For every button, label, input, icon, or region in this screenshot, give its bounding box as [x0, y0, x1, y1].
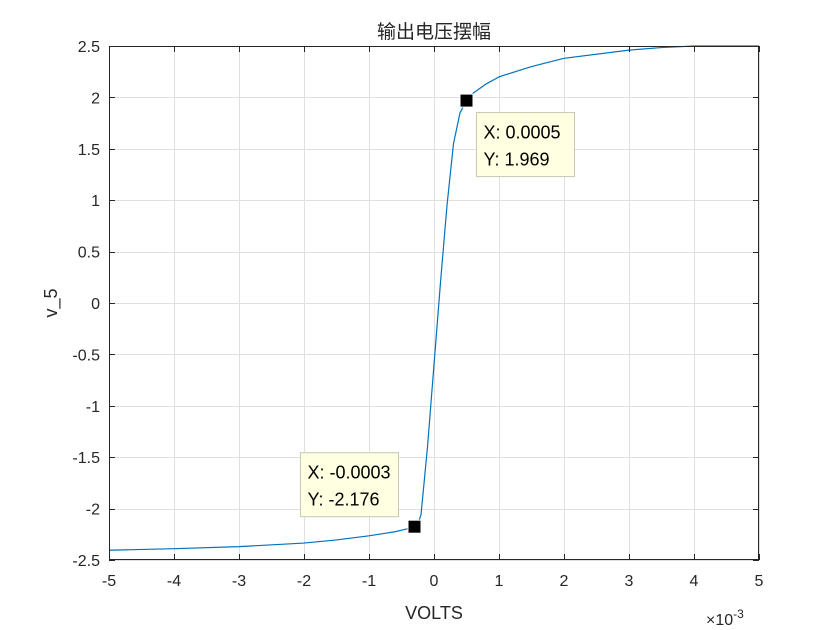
x-tick-label: -3	[232, 573, 246, 590]
x-tick-label: -4	[167, 573, 181, 590]
x-tick-label: 4	[690, 573, 699, 590]
x-axis-exponent: ×10-3	[706, 607, 744, 629]
y-tick-label: 2.5	[78, 39, 100, 56]
datatip-marker[interactable]	[407, 519, 422, 534]
datatip-x-label: X: 0.0005	[484, 123, 561, 143]
datatip-marker[interactable]	[459, 93, 474, 108]
x-tick-label: 3	[625, 573, 634, 590]
series-line	[108, 45, 759, 551]
series-layer	[108, 45, 759, 551]
x-exponent-base: 10	[715, 612, 733, 629]
x-tick-label: 2	[560, 573, 569, 590]
y-tick-label: 1	[91, 193, 100, 210]
datatip-x-label: X: -0.0003	[308, 463, 391, 483]
y-axis-label: v_5	[41, 288, 62, 317]
x-axis-label: VOLTS	[405, 603, 463, 623]
y-tick-label: -2	[86, 502, 100, 519]
datatip[interactable]: X: -0.0003 Y: -2.176	[300, 452, 422, 534]
x-tick-label: -5	[102, 573, 116, 590]
x-tick-label: -1	[362, 573, 376, 590]
x-exponent-power: -3	[733, 607, 744, 621]
grid-layer	[109, 46, 760, 561]
datatip-box	[300, 452, 399, 518]
y-tick-label: -1	[86, 399, 100, 416]
datatip-y-label: Y: -2.176	[308, 490, 380, 510]
datatip-box	[476, 112, 575, 178]
y-tick-label: 0.5	[78, 245, 100, 262]
y-tick-label: -2.5	[72, 553, 100, 570]
x-tick-label: -2	[297, 573, 311, 590]
y-tick-label: 2	[91, 90, 100, 107]
tick-layer: -5 -4 -3 -2 -1 0 1 2 3 4 5 -2.5 -2 -1.5 -1 -0.5 0 0.5 1 1.5…	[72, 39, 763, 590]
x-tick-label: 1	[495, 573, 504, 590]
y-tick-label: 0	[91, 296, 100, 313]
x-tick-label: 0	[430, 573, 439, 590]
y-tick-label: -0.5	[72, 347, 100, 364]
datatip[interactable]: X: 0.0005 Y: 1.969	[459, 93, 575, 178]
datatip-y-label: Y: 1.969	[484, 150, 550, 170]
chart-title: 输出电压摆幅	[377, 21, 491, 43]
y-tick-label: 1.5	[78, 142, 100, 159]
datatip-layer: X: 0.0005 Y: 1.969 X: -0.0003 Y: -2.176	[300, 93, 575, 534]
y-tick-label: -1.5	[72, 450, 100, 467]
x-exponent-times: ×	[706, 612, 715, 629]
x-tick-label: 5	[755, 573, 764, 590]
